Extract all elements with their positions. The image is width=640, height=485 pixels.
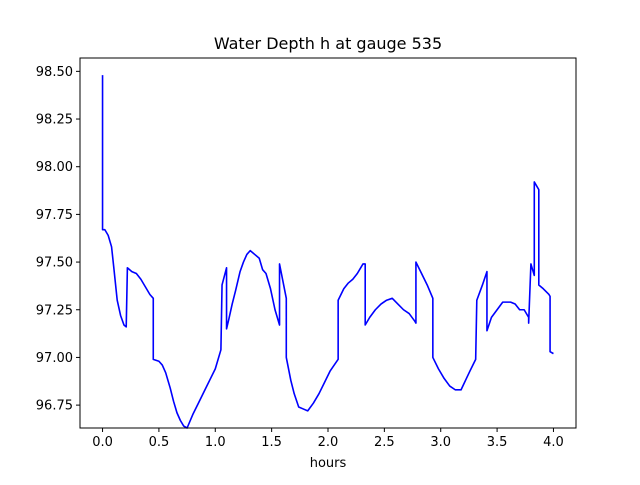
x-tick-label: 0.0: [92, 435, 113, 450]
x-tick-label: 0.5: [149, 435, 170, 450]
y-tick-label: 97.50: [36, 256, 73, 271]
y-tick-label: 98.00: [36, 160, 73, 175]
plot-area: [80, 58, 576, 428]
y-tick-label: 97.75: [36, 208, 73, 223]
x-tick-label: 4.0: [543, 435, 564, 450]
x-axis: 0.0 0.5 1.0 1.5 2.0 2.5 3.0 3.5 4.0: [92, 428, 564, 450]
y-axis: 96.75 97.00 97.25 97.50 97.75 98.00 98.25 98.50: [36, 65, 80, 414]
x-tick-label: 2.0: [318, 435, 339, 450]
x-tick-label: 3.5: [487, 435, 508, 450]
x-tick-label: 2.5: [374, 435, 395, 450]
chart-title: Water Depth h at gauge 535: [214, 34, 442, 53]
x-tick-label: 1.0: [205, 435, 226, 450]
y-tick-label: 97.00: [36, 351, 73, 366]
y-tick-label: 97.25: [36, 303, 73, 318]
plot-frame: [79, 57, 577, 429]
x-tick-label: 1.5: [261, 435, 282, 450]
y-tick-label: 96.75: [36, 399, 73, 414]
series-layer: [101, 75, 554, 429]
y-tick-label: 98.50: [36, 65, 73, 80]
x-tick-label: 3.0: [430, 435, 451, 450]
x-axis-label: hours: [310, 456, 347, 471]
y-tick-label: 98.25: [36, 113, 73, 128]
series-line: [101, 75, 554, 429]
